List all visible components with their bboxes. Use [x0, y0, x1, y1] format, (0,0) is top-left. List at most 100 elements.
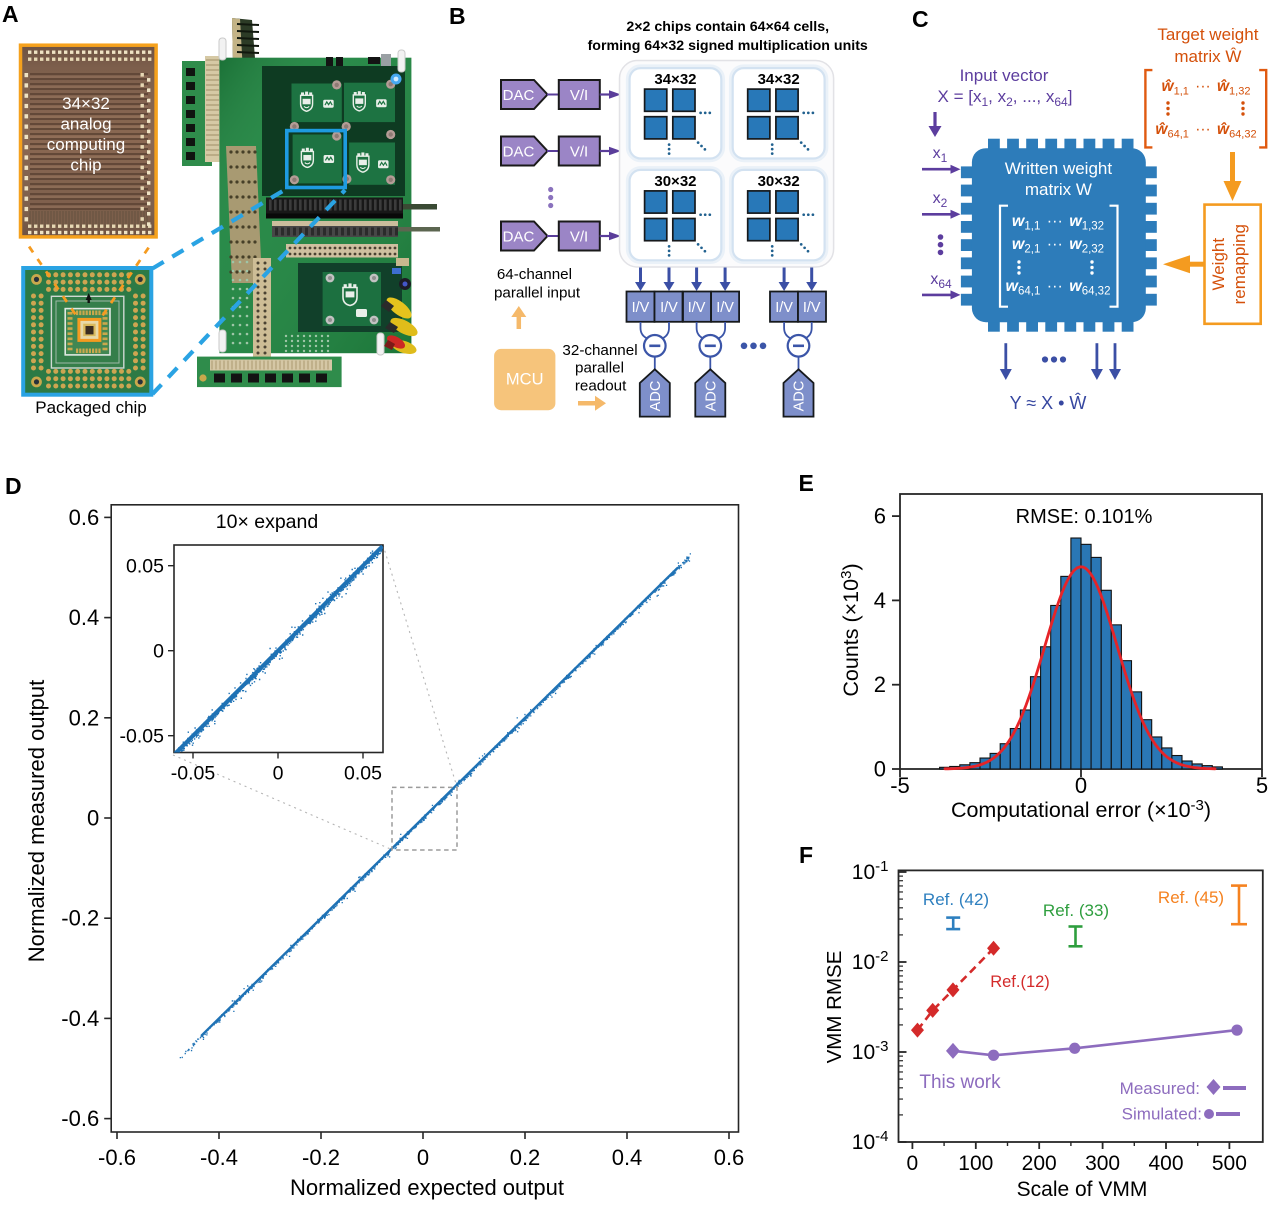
svg-text:-0.4: -0.4	[200, 1145, 238, 1170]
svg-text:-0.6: -0.6	[98, 1145, 136, 1170]
svg-text:10× expand: 10× expand	[216, 511, 318, 533]
svg-text:2: 2	[874, 672, 886, 697]
svg-text:0.4: 0.4	[612, 1145, 643, 1170]
svg-text:I/V: I/V	[660, 300, 678, 316]
svg-text:Y ≈ X • Ŵ: Y ≈ X • Ŵ	[1010, 393, 1087, 413]
svg-text:-0.05: -0.05	[171, 763, 216, 785]
svg-text:RMSE: 0.101%: RMSE: 0.101%	[1016, 506, 1153, 528]
svg-text:0: 0	[907, 1152, 919, 1175]
svg-text:ADC: ADC	[648, 381, 664, 412]
svg-text:10-4: 10-4	[852, 1128, 889, 1154]
svg-text:Measured:: Measured:	[1120, 1079, 1200, 1098]
svg-text:0: 0	[153, 641, 164, 663]
svg-text:E: E	[799, 470, 814, 496]
svg-text:-0.4: -0.4	[61, 1006, 99, 1031]
svg-text:DAC: DAC	[503, 87, 535, 104]
svg-text:DAC: DAC	[503, 229, 535, 246]
svg-text:Input vector: Input vector	[960, 66, 1049, 85]
svg-text:D: D	[5, 473, 22, 499]
svg-text:0.05: 0.05	[344, 763, 382, 785]
svg-text:Ref. (42): Ref. (42)	[923, 890, 989, 909]
svg-text:Ref.(12): Ref.(12)	[990, 973, 1050, 991]
svg-text:MCU: MCU	[506, 371, 544, 389]
svg-text:100: 100	[958, 1152, 993, 1175]
svg-text:computing: computing	[47, 135, 125, 154]
svg-text:500: 500	[1212, 1152, 1247, 1175]
svg-text:30×32: 30×32	[758, 173, 800, 190]
svg-text:Ref. (33): Ref. (33)	[1043, 901, 1109, 920]
svg-text:2×2 chips contain 64×64 cells,: 2×2 chips contain 64×64 cells,	[626, 19, 829, 35]
svg-text:remapping: remapping	[1230, 224, 1249, 304]
svg-text:I/V: I/V	[716, 300, 734, 316]
svg-text:C: C	[912, 6, 929, 32]
svg-text:V/I: V/I	[570, 144, 588, 161]
svg-text:readout: readout	[575, 378, 627, 395]
svg-text:-0.05: -0.05	[120, 726, 165, 748]
svg-text:0: 0	[87, 806, 99, 831]
svg-text:6: 6	[874, 504, 886, 529]
svg-text:300: 300	[1085, 1152, 1120, 1175]
svg-text:I/V: I/V	[688, 300, 706, 316]
svg-text:64-channel: 64-channel	[497, 266, 572, 283]
svg-text:5: 5	[1256, 773, 1268, 798]
svg-text:-0.2: -0.2	[302, 1145, 340, 1170]
svg-text:parallel input: parallel input	[494, 285, 581, 302]
svg-text:4: 4	[874, 588, 886, 613]
svg-text:F: F	[799, 842, 813, 868]
svg-text:-0.2: -0.2	[61, 906, 99, 931]
svg-text:chip: chip	[70, 156, 101, 175]
svg-text:34×32: 34×32	[654, 71, 696, 88]
svg-text:forming 64×32 signed multiplic: forming 64×32 signed multiplication unit…	[588, 38, 868, 54]
svg-text:V/I: V/I	[570, 229, 588, 246]
svg-text:parallel: parallel	[575, 360, 624, 377]
svg-text:Ref. (45): Ref. (45)	[1158, 888, 1224, 907]
svg-text:-0.6: -0.6	[61, 1106, 99, 1131]
svg-text:I/V: I/V	[632, 300, 650, 316]
svg-text:Counts (×103): Counts (×103)	[838, 563, 863, 696]
svg-text:Normalized measured output: Normalized measured output	[24, 680, 49, 962]
svg-text:32-channel: 32-channel	[562, 342, 637, 359]
svg-text:This work: This work	[919, 1072, 1001, 1093]
svg-text:I/V: I/V	[775, 300, 793, 316]
svg-text:w1,1 ··· w1,32: w1,1 ··· w1,32	[1012, 213, 1104, 233]
svg-text:34×32: 34×32	[758, 71, 800, 88]
svg-text:0.4: 0.4	[69, 605, 100, 630]
svg-text:analog: analog	[60, 115, 111, 134]
svg-text:30×32: 30×32	[654, 173, 696, 190]
svg-text:0.2: 0.2	[510, 1145, 541, 1170]
svg-text:A: A	[2, 1, 19, 27]
svg-text:400: 400	[1148, 1152, 1183, 1175]
svg-text:X = [x1, x2, ..., x64]: X = [x1, x2, ..., x64]	[938, 87, 1073, 109]
svg-text:Weight: Weight	[1209, 238, 1228, 291]
svg-text:ADC: ADC	[704, 381, 720, 412]
svg-text:w2,1 ··· w2,32: w2,1 ··· w2,32	[1012, 236, 1104, 256]
svg-text:0: 0	[874, 757, 886, 782]
svg-text:0.05: 0.05	[126, 556, 164, 578]
svg-text:-5: -5	[890, 773, 910, 798]
svg-text:ŵ64,1 ··· ŵ64,32: ŵ64,1 ··· ŵ64,32	[1155, 121, 1256, 141]
svg-text:0: 0	[273, 763, 284, 785]
svg-text:matrix W: matrix W	[1025, 180, 1092, 199]
svg-text:V/I: V/I	[570, 87, 588, 104]
svg-text:ADC: ADC	[792, 381, 808, 412]
svg-text:w64,1 ··· w64,32: w64,1 ··· w64,32	[1006, 278, 1111, 298]
svg-text:0: 0	[417, 1145, 429, 1170]
svg-text:Computational error (×10-3): Computational error (×10-3)	[951, 797, 1211, 822]
svg-text:0: 0	[1075, 773, 1087, 798]
svg-text:200: 200	[1022, 1152, 1057, 1175]
svg-text:I/V: I/V	[803, 300, 821, 316]
svg-text:ŵ1,1 ··· ŵ1,32: ŵ1,1 ··· ŵ1,32	[1162, 78, 1251, 98]
svg-text:Written weight: Written weight	[1005, 159, 1113, 178]
svg-text:0.2: 0.2	[69, 705, 100, 730]
svg-text:matrix Ŵ: matrix Ŵ	[1174, 47, 1241, 66]
svg-text:Target weight: Target weight	[1157, 25, 1258, 44]
svg-text:Normalized expected output: Normalized expected output	[290, 1175, 564, 1200]
svg-text:Packaged chip: Packaged chip	[35, 398, 147, 417]
svg-text:Scale of VMM: Scale of VMM	[1017, 1178, 1148, 1201]
svg-text:0.6: 0.6	[69, 505, 100, 530]
svg-text:DAC: DAC	[503, 144, 535, 161]
svg-text:VMM RMSE: VMM RMSE	[823, 951, 846, 1064]
svg-text:Simulated:: Simulated:	[1122, 1105, 1202, 1124]
svg-text:0.6: 0.6	[714, 1145, 745, 1170]
svg-text:10-1: 10-1	[852, 858, 889, 884]
